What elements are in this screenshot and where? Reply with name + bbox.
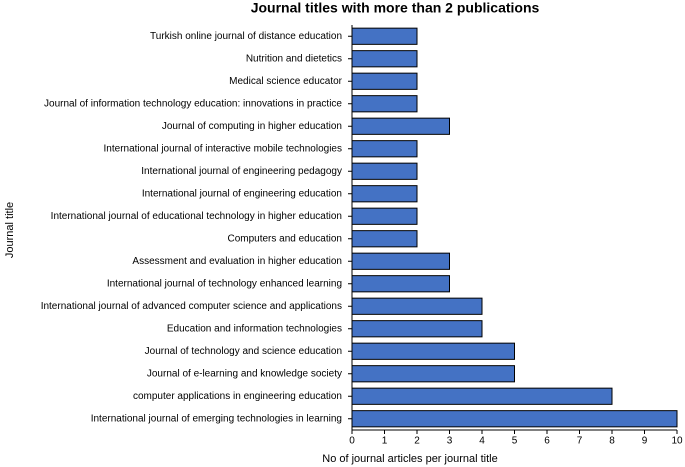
- bar: [351, 95, 418, 113]
- y-tick-label: Journal of information technology educat…: [44, 98, 342, 109]
- y-tick-label: International journal of interactive mob…: [104, 143, 342, 154]
- y-tick-label: International journal of advanced comput…: [41, 301, 342, 312]
- x-axis-label: No of journal articles per journal title: [322, 453, 497, 465]
- y-tick-label: Journal of technology and science educat…: [145, 346, 342, 357]
- bar: [351, 342, 515, 360]
- bar: [351, 230, 418, 248]
- x-tick-label: 2: [414, 436, 420, 447]
- x-tick-label: 3: [447, 436, 453, 447]
- x-tick-label: 1: [382, 436, 388, 447]
- bar: [351, 297, 483, 315]
- bar: [351, 207, 418, 225]
- bar: [351, 50, 418, 68]
- x-tick-label: 8: [609, 436, 615, 447]
- bar: [351, 275, 450, 293]
- x-tick-label: 6: [544, 436, 550, 447]
- chart-title: Journal titles with more than 2 publicat…: [251, 0, 540, 16]
- y-tick-label: Medical science educator: [229, 76, 343, 87]
- y-tick-label: computer applications in engineering edu…: [133, 391, 342, 402]
- y-tick-label: International journal of emerging techno…: [91, 413, 342, 424]
- y-tick-label: Journal of computing in higher education: [162, 121, 342, 132]
- y-tick-label: International journal of educational tec…: [51, 211, 342, 222]
- bar: [351, 162, 418, 180]
- y-tick-label: Education and information technologies: [167, 323, 342, 334]
- bar: [351, 72, 418, 90]
- bar: [351, 117, 450, 135]
- x-tick-label: 9: [642, 436, 648, 447]
- y-tick-label: International journal of technology enha…: [107, 278, 342, 289]
- bar: [351, 252, 450, 270]
- bar: [351, 365, 515, 383]
- y-axis-label: Journal title: [4, 202, 16, 258]
- y-tick-label: Computers and education: [227, 233, 342, 244]
- bar: [351, 27, 418, 45]
- x-tick-label: 0: [349, 436, 355, 447]
- bar: [351, 387, 613, 405]
- y-tick-label: Assessment and evaluation in higher educ…: [132, 256, 342, 267]
- bar: [351, 410, 678, 428]
- bar: [351, 320, 483, 338]
- x-tick-label: 7: [577, 436, 583, 447]
- y-tick-label: International journal of engineering ped…: [141, 166, 342, 177]
- bar: [351, 185, 418, 203]
- x-tick-label: 5: [512, 436, 518, 447]
- x-tick-label: 10: [671, 436, 683, 447]
- y-tick-label: Nutrition and dietetics: [246, 53, 342, 64]
- x-tick-label: 4: [479, 436, 485, 447]
- bar: [351, 140, 418, 158]
- y-tick-label: Journal of e-learning and knowledge soci…: [147, 368, 342, 379]
- y-tick-label: Turkish online journal of distance educa…: [150, 31, 342, 42]
- y-tick-label: International journal of engineering edu…: [142, 188, 342, 199]
